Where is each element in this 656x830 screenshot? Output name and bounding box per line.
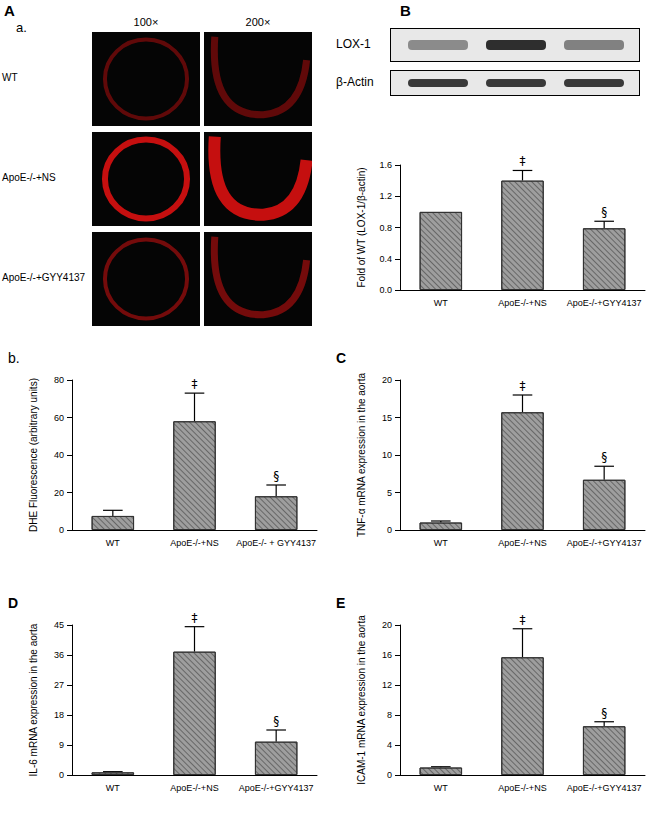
svg-text:§: § (601, 706, 607, 720)
svg-text:8: 8 (387, 710, 392, 720)
html-text:LOX-1: LOX-1 (336, 37, 371, 51)
svg-text:16: 16 (382, 650, 392, 660)
svg-text:§: § (601, 205, 607, 219)
html-text:a.: a. (16, 20, 27, 35)
svg-text:‡: ‡ (192, 611, 198, 625)
svg-text:1.2: 1.2 (379, 191, 392, 201)
html-text:ApoE-/-+NS: ApoE-/-+NS (2, 172, 56, 183)
svg-text:60: 60 (54, 413, 64, 423)
svg-text:ApoE-/-+NS: ApoE-/-+NS (498, 538, 546, 548)
svg-text:4: 4 (387, 740, 392, 750)
svg-text:0: 0 (387, 770, 392, 780)
svg-text:ApoE-/-+GYY4137: ApoE-/-+GYY4137 (567, 298, 642, 308)
svg-text:0: 0 (387, 525, 392, 535)
svg-text:DHE Fluorescence (arbitrary un: DHE Fluorescence (arbitrary units) (28, 378, 39, 532)
svg-text:Fold of WT (LOX-1/β-actin): Fold of WT (LOX-1/β-actin) (356, 167, 367, 287)
html-text:200×: 200× (245, 16, 271, 28)
svg-text:ApoE-/- + GYY4137: ApoE-/- + GYY4137 (236, 538, 316, 548)
svg-text:WT: WT (434, 298, 448, 308)
html-text:ApoE-/-+GYY4137: ApoE-/-+GYY4137 (2, 272, 86, 283)
svg-text:0: 0 (59, 525, 64, 535)
html-text:b.: b. (8, 350, 20, 366)
svg-text:80: 80 (54, 375, 64, 385)
svg-text:0.0: 0.0 (379, 285, 392, 295)
svg-text:§: § (273, 469, 279, 483)
html-text:β-Actin: β-Actin (336, 75, 374, 89)
svg-text:IL-6 mRNA expression in the ao: IL-6 mRNA expression in the aorta (28, 623, 39, 776)
html-text:B: B (400, 2, 411, 19)
svg-text:ICAM-1 mRNA expression in the: ICAM-1 mRNA expression in the aorta (356, 615, 367, 785)
html-text:E: E (336, 595, 346, 611)
svg-text:40: 40 (54, 450, 64, 460)
svg-text:WT: WT (434, 783, 448, 793)
svg-text:12: 12 (382, 680, 392, 690)
svg-text:‡: ‡ (192, 377, 198, 391)
svg-text:ApoE-/-+NS: ApoE-/-+NS (498, 298, 546, 308)
svg-text:ApoE-/-+NS: ApoE-/-+NS (498, 783, 546, 793)
svg-text:9: 9 (59, 740, 64, 750)
svg-text:18: 18 (54, 710, 64, 720)
html-text:100×: 100× (133, 16, 159, 28)
svg-text:ApoE-/-+GYY4137: ApoE-/-+GYY4137 (239, 783, 314, 793)
svg-text:36: 36 (54, 650, 64, 660)
svg-text:0.8: 0.8 (379, 223, 392, 233)
html-text:D: D (8, 595, 19, 611)
html-text:C: C (336, 350, 347, 366)
svg-text:‡: ‡ (520, 613, 526, 627)
svg-text:20: 20 (382, 620, 392, 630)
svg-text:1.6: 1.6 (379, 160, 392, 170)
svg-text:45: 45 (54, 620, 64, 630)
svg-text:WT: WT (106, 538, 120, 548)
svg-text:5: 5 (387, 488, 392, 498)
html-text:A: A (4, 2, 15, 19)
html-text:WT: WT (2, 72, 18, 83)
svg-text:0: 0 (59, 770, 64, 780)
svg-text:‡: ‡ (520, 379, 526, 393)
svg-text:20: 20 (54, 488, 64, 498)
svg-text:‡: ‡ (520, 154, 526, 168)
svg-text:0.4: 0.4 (379, 254, 392, 264)
svg-text:20: 20 (382, 375, 392, 385)
svg-text:27: 27 (54, 680, 64, 690)
svg-text:15: 15 (382, 413, 392, 423)
svg-text:WT: WT (106, 783, 120, 793)
svg-text:§: § (273, 714, 279, 728)
svg-text:WT: WT (434, 538, 448, 548)
svg-text:ApoE-/-+GYY4137: ApoE-/-+GYY4137 (567, 783, 642, 793)
svg-text:TNF-α mRNA expression in the a: TNF-α mRNA expression in the aorta (356, 372, 367, 537)
svg-text:ApoE-/-+NS: ApoE-/-+NS (170, 538, 218, 548)
svg-text:§: § (601, 450, 607, 464)
svg-text:ApoE-/-+NS: ApoE-/-+NS (170, 783, 218, 793)
svg-text:10: 10 (382, 450, 392, 460)
svg-text:ApoE-/-+GYY4137: ApoE-/-+GYY4137 (567, 538, 642, 548)
